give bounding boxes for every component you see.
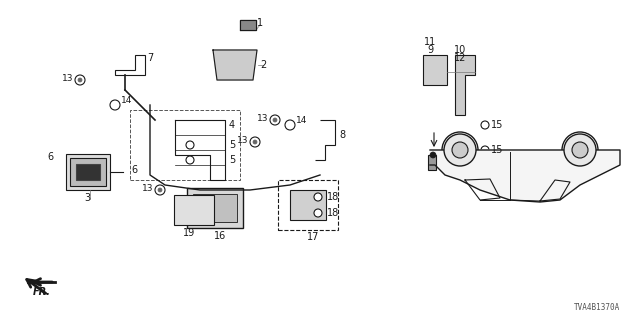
Bar	[223, 57, 247, 73]
Circle shape	[572, 142, 588, 158]
Text: 14: 14	[122, 95, 132, 105]
Text: 16: 16	[214, 231, 226, 241]
Circle shape	[186, 141, 194, 149]
Polygon shape	[240, 20, 256, 30]
Text: 10: 10	[454, 45, 466, 55]
Text: 13: 13	[237, 135, 249, 145]
Circle shape	[314, 209, 322, 217]
Text: 19: 19	[183, 228, 195, 238]
Circle shape	[253, 140, 257, 144]
Text: 18: 18	[327, 208, 339, 218]
Circle shape	[155, 185, 165, 195]
Text: 5: 5	[229, 140, 235, 150]
Text: 2: 2	[260, 60, 266, 70]
Circle shape	[110, 100, 120, 110]
Bar	[70, 158, 106, 186]
Circle shape	[158, 188, 162, 192]
Circle shape	[186, 156, 194, 164]
Circle shape	[78, 78, 82, 82]
Text: 1: 1	[257, 18, 263, 28]
Circle shape	[250, 137, 260, 147]
Circle shape	[314, 193, 322, 201]
Bar	[290, 190, 326, 220]
Circle shape	[481, 146, 489, 154]
Bar	[227, 60, 243, 70]
Text: 3: 3	[84, 193, 90, 203]
Circle shape	[481, 121, 489, 129]
Text: 6: 6	[131, 165, 137, 175]
Circle shape	[75, 75, 85, 85]
Text: 5: 5	[229, 155, 235, 165]
Text: 15: 15	[491, 120, 503, 130]
Text: 15: 15	[491, 145, 503, 155]
Circle shape	[270, 115, 280, 125]
Text: 7: 7	[147, 53, 153, 63]
Text: FR.: FR.	[33, 287, 51, 297]
Text: 8: 8	[339, 130, 345, 140]
Bar	[66, 154, 110, 190]
Text: 11: 11	[424, 37, 436, 47]
Polygon shape	[213, 50, 257, 80]
Text: 9: 9	[427, 45, 433, 55]
Polygon shape	[455, 55, 475, 115]
Text: 6: 6	[47, 152, 53, 162]
Text: 4: 4	[229, 120, 235, 130]
Circle shape	[452, 142, 468, 158]
Bar	[428, 155, 436, 170]
Circle shape	[273, 118, 277, 122]
Bar	[130, 110, 240, 180]
Text: 13: 13	[142, 183, 154, 193]
Text: 14: 14	[296, 116, 308, 124]
Text: 13: 13	[62, 74, 74, 83]
Bar	[174, 195, 214, 225]
Bar	[423, 55, 447, 85]
Text: TVA4B1370A: TVA4B1370A	[573, 303, 620, 312]
Circle shape	[564, 134, 596, 166]
Bar	[76, 164, 100, 180]
Circle shape	[430, 152, 436, 158]
Circle shape	[444, 134, 476, 166]
Text: 12: 12	[454, 53, 466, 63]
Polygon shape	[430, 150, 620, 202]
Bar	[193, 194, 237, 222]
Bar	[278, 180, 338, 230]
Text: 13: 13	[257, 114, 269, 123]
Text: 18: 18	[327, 192, 339, 202]
Bar	[187, 188, 243, 228]
Circle shape	[285, 120, 295, 130]
Text: 17: 17	[307, 232, 319, 242]
